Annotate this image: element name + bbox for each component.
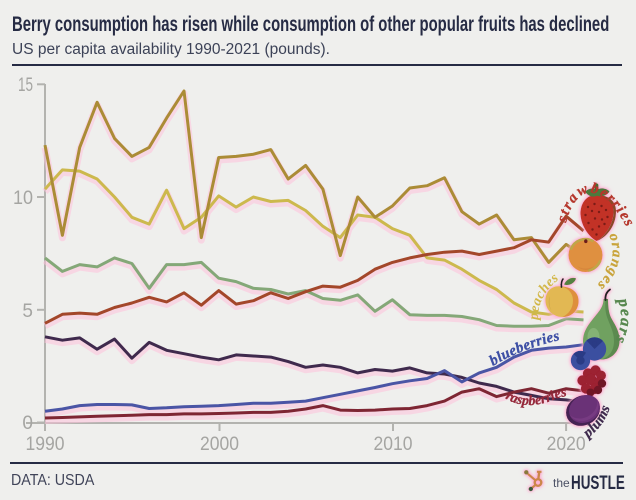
svg-text:2000: 2000 (200, 434, 239, 455)
svg-text:2020: 2020 (547, 434, 586, 455)
svg-text:15: 15 (18, 75, 33, 96)
svg-text:5: 5 (22, 301, 33, 322)
svg-text:1990: 1990 (26, 434, 65, 455)
svg-text:0: 0 (22, 413, 33, 434)
svg-text:2010: 2010 (374, 434, 413, 455)
svg-text:10: 10 (13, 188, 33, 209)
svg-text:pears: pears (611, 295, 634, 347)
